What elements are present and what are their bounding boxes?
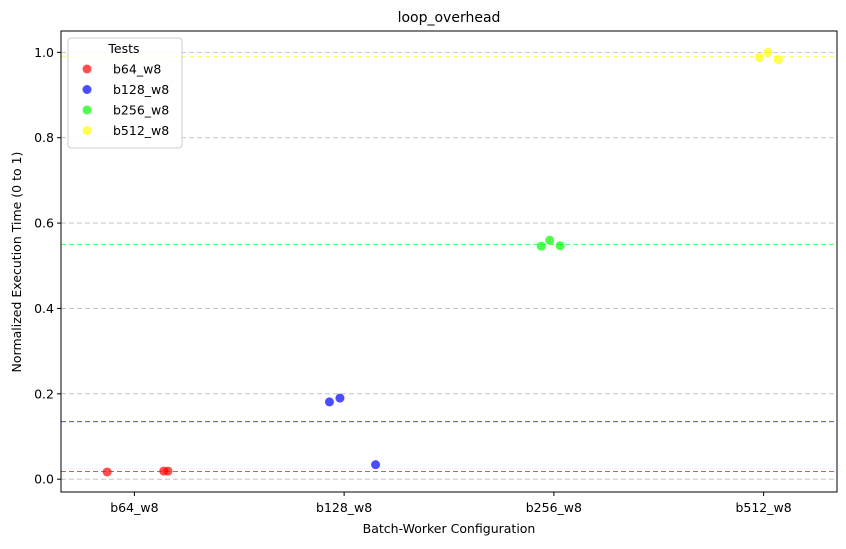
data-point-b128_w8 — [335, 393, 345, 403]
data-point-b64_w8 — [163, 466, 173, 476]
legend-label-b512_w8: b512_w8 — [113, 123, 169, 138]
plot-frame — [60, 30, 838, 493]
legend: Tests b64_w8 b128_w8 b256_w8 b512_w8 — [67, 37, 183, 149]
data-point-b128_w8 — [371, 460, 381, 470]
legend-title: Tests — [107, 41, 139, 56]
y-tick-label: 0.6 — [34, 216, 54, 231]
data-point-b128_w8 — [324, 397, 334, 407]
y-tick-label: 0.0 — [34, 472, 54, 487]
legend-box — [67, 37, 183, 149]
y-tick-label: 1.0 — [34, 45, 54, 60]
grid-lines — [61, 51, 837, 480]
data-point-b512_w8 — [754, 52, 764, 62]
x-tick-label: b256_w8 — [526, 500, 582, 515]
chart-title: loop_overhead — [398, 10, 501, 26]
x-axis-label: Batch-Worker Configuration — [363, 521, 536, 536]
legend-marker-b64_w8 — [82, 64, 92, 74]
legend-label-b64_w8: b64_w8 — [113, 62, 161, 77]
data-point-b512_w8 — [763, 47, 773, 57]
legend-marker-b256_w8 — [82, 105, 92, 115]
y-axis-label: Normalized Execution Time (0 to 1) — [9, 152, 24, 373]
x-tick-label: b64_w8 — [110, 500, 158, 515]
data-point-b256_w8 — [555, 241, 565, 251]
legend-label-b128_w8: b128_w8 — [113, 82, 169, 97]
legend-marker-b128_w8 — [82, 85, 92, 94]
legend-marker-b512_w8 — [82, 126, 92, 135]
data-points — [102, 47, 783, 477]
y-tick-label: 0.8 — [34, 130, 54, 145]
y-tick-label: 0.2 — [34, 386, 54, 401]
legend-label-b256_w8: b256_w8 — [113, 103, 169, 118]
data-point-b512_w8 — [773, 55, 783, 65]
axis-ticks: 0.0 0.2 0.4 0.6 0.8 1.0 b64_w8 b128_w8 b256_w8 b5… — [34, 45, 792, 515]
y-tick-label: 0.4 — [34, 301, 54, 316]
data-point-b64_w8 — [102, 467, 112, 477]
data-point-b256_w8 — [536, 241, 546, 251]
x-tick-label: b512_w8 — [735, 500, 791, 515]
data-point-b256_w8 — [545, 235, 555, 245]
mean-lines — [61, 56, 837, 473]
x-tick-label: b128_w8 — [316, 500, 372, 515]
